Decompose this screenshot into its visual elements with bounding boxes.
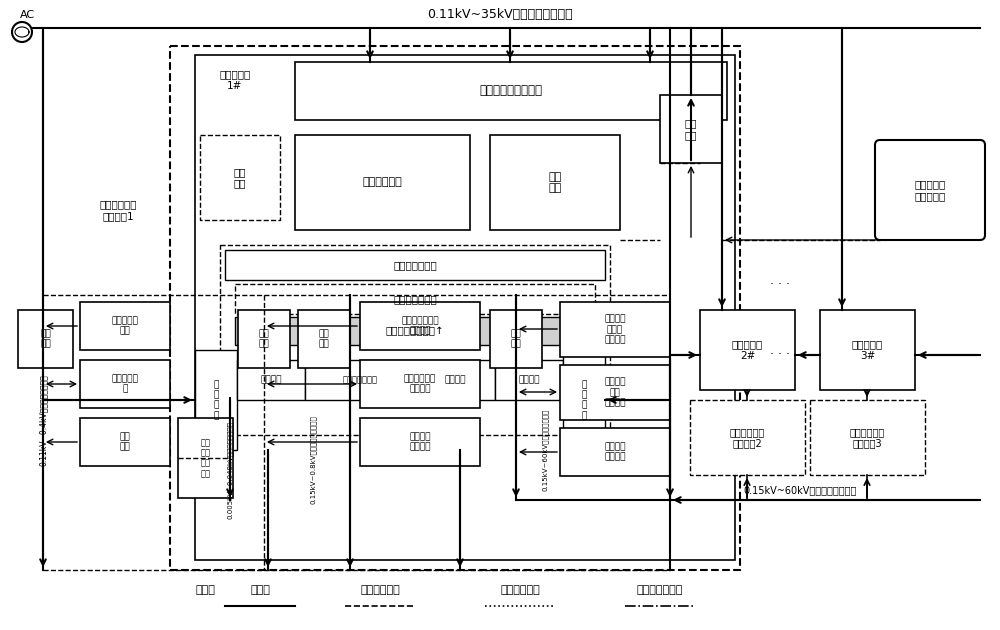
Bar: [490, 310, 542, 368]
Bar: [225, 250, 605, 280]
Bar: [235, 317, 595, 345]
Text: 系统间信息流: 系统间信息流: [500, 585, 540, 595]
Text: 电气接口: 电气接口: [518, 375, 540, 384]
Text: 电能交换器
1#: 电能交换器 1#: [219, 69, 251, 91]
Bar: [360, 360, 480, 408]
Text: 智能
保护: 智能 保护: [40, 329, 51, 348]
Bar: [700, 310, 795, 390]
Bar: [237, 360, 305, 400]
Text: 交直流混合配
用电系统2: 交直流混合配 用电系统2: [730, 427, 765, 449]
Bar: [298, 310, 350, 368]
Bar: [195, 55, 735, 560]
Text: 直流柔性负荷
（中压）: 直流柔性负荷 （中压）: [404, 374, 436, 394]
Bar: [18, 310, 73, 368]
Text: 电气接口: 电气接口: [260, 375, 282, 384]
Text: 内部供电: 内部供电: [444, 375, 466, 384]
Text: 配电系统能
量管理中心: 配电系统能 量管理中心: [914, 179, 946, 201]
Text: 0.11kV~35kV工频交流配电线路: 0.11kV~35kV工频交流配电线路: [427, 8, 573, 21]
Text: 上层管理与应用模块: 上层管理与应用模块: [480, 84, 542, 98]
Text: 监测与传感模块: 监测与传感模块: [342, 375, 378, 384]
Text: 直流负荷
（高压）: 直流负荷 （高压）: [604, 442, 626, 462]
Bar: [660, 95, 722, 163]
Text: AC: AC: [20, 10, 35, 20]
Text: 0.11kV~0.4kV工频交流用电线路: 0.11kV~0.4kV工频交流用电线路: [38, 374, 48, 466]
Text: 智能
保护: 智能 保护: [259, 329, 269, 348]
Text: 直流负荷
（中压）: 直流负荷 （中压）: [409, 432, 431, 452]
Text: 交流分布式
电源: 交流分布式 电源: [112, 316, 138, 336]
Bar: [560, 302, 670, 357]
Text: 电
气
接
口: 电 气 接 口: [213, 380, 219, 420]
Text: 储能
模块: 储能 模块: [234, 167, 246, 188]
Bar: [195, 350, 237, 450]
Text: 智能
保护: 智能 保护: [511, 329, 521, 348]
Text: 交直流混合配
用电系统3: 交直流混合配 用电系统3: [850, 427, 885, 449]
Text: 直流柔性
负荷
（高压）: 直流柔性 负荷 （高压）: [604, 377, 626, 408]
Bar: [220, 245, 610, 435]
Text: 固态模块控制器: 固态模块控制器: [393, 260, 437, 270]
Bar: [295, 135, 470, 230]
Text: 交流柔性负
荷: 交流柔性负 荷: [112, 374, 138, 394]
Text: 电
气
接
口: 电 气 接 口: [581, 380, 587, 420]
FancyBboxPatch shape: [875, 140, 985, 240]
Text: 直流分布
式电源
（高压）: 直流分布 式电源 （高压）: [604, 314, 626, 345]
Text: 系统内信息流: 系统内信息流: [360, 585, 400, 595]
Bar: [563, 350, 605, 450]
Bar: [560, 428, 670, 476]
Bar: [295, 62, 727, 120]
Text: 电能交换器
3#: 电能交换器 3#: [852, 339, 883, 361]
Text: . . .: . . .: [770, 343, 790, 357]
Text: 保护与驱动模块: 保护与驱动模块: [393, 294, 437, 304]
Bar: [80, 418, 170, 466]
Text: 直流分布式电源
（中压）: 直流分布式电源 （中压）: [401, 316, 439, 336]
Text: 直流
负荷
（低
压）: 直流 负荷 （低 压）: [200, 438, 210, 478]
Text: 电能交换器
2#: 电能交换器 2#: [732, 339, 763, 361]
Bar: [80, 360, 170, 408]
Text: 智能控制模块: 智能控制模块: [363, 178, 402, 188]
Text: 电力电子固态模块↑: 电力电子固态模块↑: [386, 326, 444, 336]
Text: 通讯
模块: 通讯 模块: [548, 172, 562, 193]
Text: 图例：: 图例：: [195, 585, 215, 595]
Text: 0.15kV~60kV高压直流配电线路: 0.15kV~60kV高压直流配电线路: [542, 409, 548, 491]
Bar: [490, 135, 620, 230]
Bar: [200, 135, 280, 220]
Bar: [235, 284, 595, 314]
Text: 0.15kV~0.8kV中低压直流配电线路: 0.15kV~0.8kV中低压直流配电线路: [310, 416, 316, 505]
Bar: [495, 360, 563, 400]
Bar: [690, 400, 805, 475]
Bar: [360, 302, 480, 350]
Bar: [305, 360, 415, 400]
Text: 交流
负荷: 交流 负荷: [120, 432, 130, 452]
Bar: [415, 360, 495, 400]
Bar: [80, 302, 170, 350]
Text: 0.005kV~0.048kV低压直流配电线路: 0.005kV~0.048kV低压直流配电线路: [227, 421, 233, 519]
Text: 0.15kV~60kV高压直流配电线路: 0.15kV~60kV高压直流配电线路: [743, 485, 857, 495]
Bar: [560, 365, 670, 420]
Bar: [820, 310, 915, 390]
Text: 交直流混合配
用电系统1: 交直流混合配 用电系统1: [99, 199, 137, 220]
Text: 智能
保护: 智能 保护: [319, 329, 329, 348]
Bar: [170, 46, 740, 570]
Text: 设备内部信息流: 设备内部信息流: [637, 585, 683, 595]
Bar: [238, 310, 290, 368]
Text: 智能
保护: 智能 保护: [685, 118, 697, 140]
Bar: [810, 400, 925, 475]
Bar: [360, 418, 480, 466]
Text: 电能流: 电能流: [250, 585, 270, 595]
Text: . . .: . . .: [770, 273, 790, 287]
Bar: [178, 418, 233, 498]
